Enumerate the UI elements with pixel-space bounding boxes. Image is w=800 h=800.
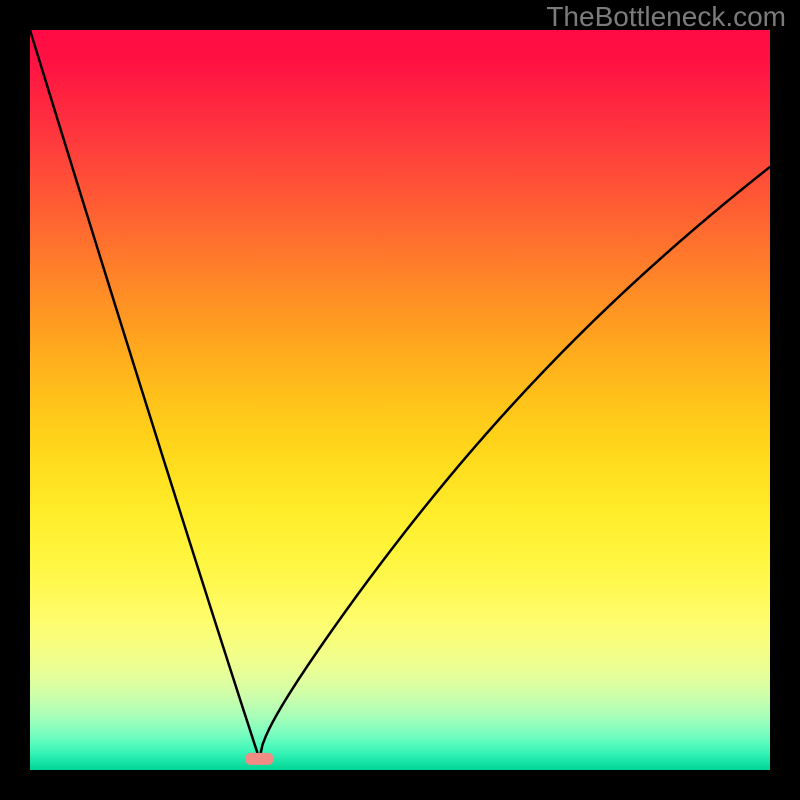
dip-marker xyxy=(245,753,273,765)
watermark-text: TheBottleneck.com xyxy=(546,1,786,32)
bottleneck-chart: TheBottleneck.com xyxy=(0,0,800,800)
plot-area xyxy=(30,30,770,770)
